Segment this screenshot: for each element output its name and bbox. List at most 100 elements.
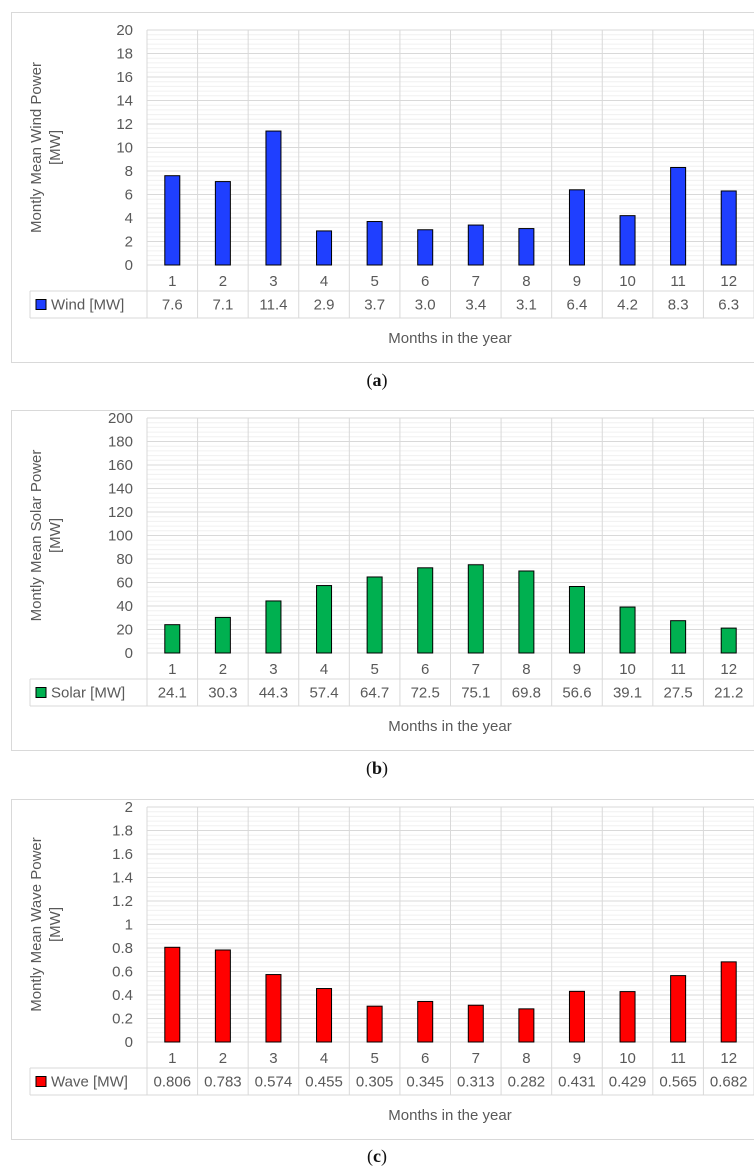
y-axis-title-line1: Montly Mean Wave Power <box>28 837 45 1012</box>
y-tick-label: 0.4 <box>112 987 133 1004</box>
y-tick-label: 60 <box>116 575 133 592</box>
bar <box>417 229 434 266</box>
legend-key <box>35 687 47 698</box>
y-tick-label: 0.2 <box>112 1011 133 1028</box>
x-tick-label: 3 <box>269 661 277 678</box>
bar <box>316 230 333 266</box>
bar <box>214 949 231 1043</box>
y-axis-title-line1: Montly Mean Solar Power <box>28 450 45 622</box>
x-tick-label: 2 <box>219 661 227 678</box>
bar <box>720 627 737 654</box>
legend-key <box>35 299 47 310</box>
x-tick-label: 10 <box>619 273 636 290</box>
y-tick-label: 6 <box>125 187 133 204</box>
x-tick-label: 3 <box>269 273 277 290</box>
data-table-value: 69.8 <box>512 685 541 702</box>
data-table-value: 0.431 <box>558 1074 596 1091</box>
x-tick-label: 5 <box>370 273 378 290</box>
y-tick-label: 10 <box>116 140 133 157</box>
bar <box>214 181 231 266</box>
data-table-value: 7.1 <box>212 297 233 314</box>
bar <box>720 961 737 1043</box>
x-tick-label: 5 <box>370 661 378 678</box>
x-tick-label: 11 <box>670 661 686 678</box>
y-tick-label: 1.4 <box>112 870 133 887</box>
caption-a: (a) <box>366 370 388 390</box>
x-tick-label: 6 <box>421 661 429 678</box>
bar <box>467 564 484 654</box>
y-axis-title: Montly Mean Wave Power [MW] <box>28 837 64 1012</box>
x-tick-label: 4 <box>320 1050 328 1067</box>
data-table-value: 44.3 <box>259 685 288 702</box>
x-tick-label: 5 <box>370 1050 378 1067</box>
data-table-value: 0.429 <box>609 1074 647 1091</box>
y-tick-label: 8 <box>125 163 133 180</box>
y-tick-label: 160 <box>108 457 133 474</box>
legend-label: Solar [MW] <box>51 685 125 702</box>
x-tick-label: 4 <box>320 273 328 290</box>
legend-label: Wave [MW] <box>51 1074 128 1091</box>
bar <box>619 606 636 654</box>
chart-panel-c: 0 0.2 0.4 0.6 0.8 1 1.2 1.4 1.6 1.8 2 1 2 3 4 5 6 7 8 9 10 11… <box>0 787 754 1142</box>
x-tick-label: 6 <box>421 273 429 290</box>
x-tick-label: 1 <box>168 1050 176 1067</box>
data-table-value: 0.313 <box>457 1074 495 1091</box>
data-table-value: 0.282 <box>508 1074 546 1091</box>
data-table-value: 27.5 <box>664 685 693 702</box>
wave-chart: 00.20.40.60.811.21.41.61.821 2 3 4 5 6 7 8 9 10 11… <box>11 799 754 1140</box>
x-tick-label: 12 <box>720 1050 737 1067</box>
x-axis-title: Months in the year <box>388 330 511 347</box>
y-tick-label: 20 <box>116 22 133 39</box>
caption-b: (b) <box>365 758 388 778</box>
y-tick-label: 0.6 <box>112 964 133 981</box>
y-tick-label: 14 <box>116 93 133 110</box>
y-tick-label: 180 <box>108 434 133 451</box>
chart-frame <box>11 410 754 751</box>
x-tick-label: 9 <box>573 1050 581 1067</box>
y-tick-label: 1.8 <box>112 823 133 840</box>
y-axis-title-line2: [MW] <box>47 907 64 942</box>
legend-label: Wind [MW] <box>51 297 124 314</box>
data-table-value: 7.6 <box>162 297 183 314</box>
bar <box>265 600 282 654</box>
bar <box>366 576 383 654</box>
bar <box>417 1000 434 1043</box>
bar <box>316 988 333 1043</box>
bar <box>164 946 181 1043</box>
data-table-value: 0.783 <box>204 1074 242 1091</box>
data-table-value: 39.1 <box>613 685 642 702</box>
x-tick-label: 3 <box>269 1050 277 1067</box>
y-tick-label: 0 <box>125 645 133 662</box>
data-table-value: 75.1 <box>461 685 490 702</box>
data-table-value: 64.7 <box>360 685 389 702</box>
chart-frame <box>11 12 754 363</box>
bar <box>366 1005 383 1043</box>
x-tick-label: 2 <box>219 1050 227 1067</box>
data-table-value: 21.2 <box>714 685 743 702</box>
y-axis-title-line2: [MW] <box>47 518 64 553</box>
bar <box>164 175 181 266</box>
data-table-value: 24.1 <box>158 685 187 702</box>
data-table-value: 72.5 <box>411 685 440 702</box>
bar <box>619 991 636 1043</box>
bar <box>619 215 636 266</box>
data-table-value: 3.0 <box>415 297 436 314</box>
bar <box>164 624 181 654</box>
x-tick-label: 2 <box>219 273 227 290</box>
y-tick-label: 100 <box>108 528 133 545</box>
data-table-value: 0.305 <box>356 1074 394 1091</box>
y-tick-label: 140 <box>108 481 133 498</box>
y-tick-label: 0.8 <box>112 940 133 957</box>
x-tick-label: 10 <box>619 1050 636 1067</box>
bar <box>214 616 231 654</box>
x-tick-label: 8 <box>522 273 530 290</box>
data-table-value: 3.7 <box>364 297 385 314</box>
data-table-value: 0.574 <box>255 1074 293 1091</box>
y-tick-label: 80 <box>116 551 133 568</box>
x-tick-label: 8 <box>522 661 530 678</box>
y-tick-label: 16 <box>116 69 133 86</box>
bar <box>417 567 434 654</box>
data-table-value: 4.2 <box>617 297 638 314</box>
